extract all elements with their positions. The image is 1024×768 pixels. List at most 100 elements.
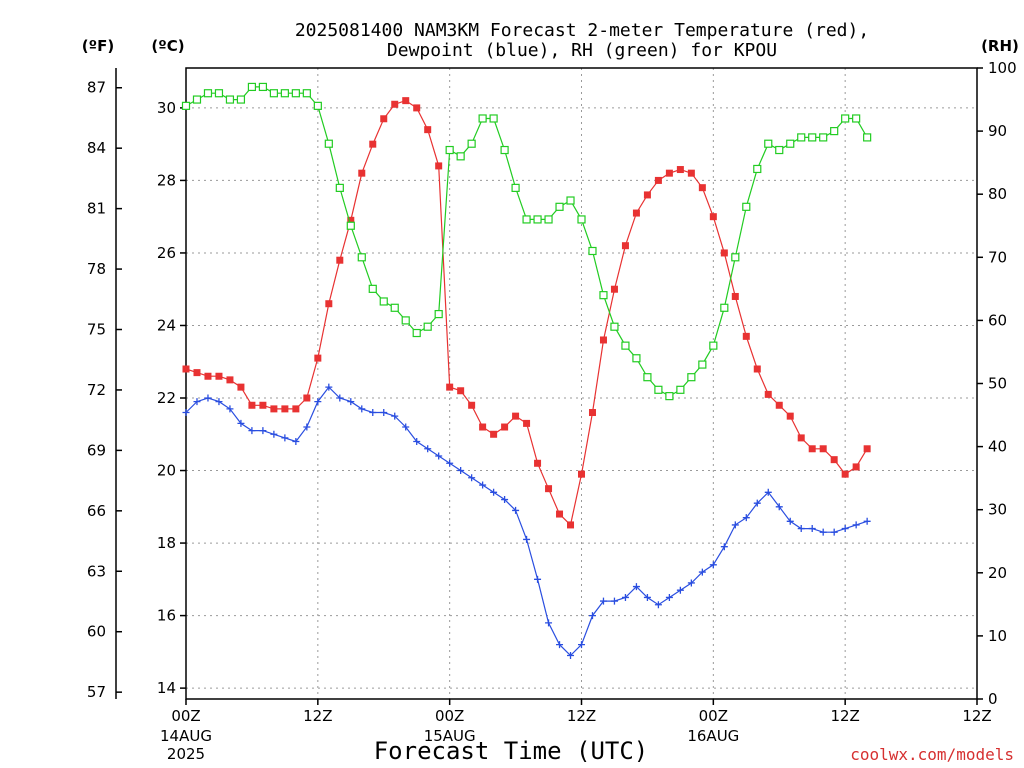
dewpoint-point [182,409,190,417]
celsius-tick-label: 16 [157,607,176,625]
rh-point [566,196,575,205]
dewpoint-point [270,430,278,438]
time-tick-label: 12Z [830,707,859,725]
rh-point [357,253,366,262]
temperature-point [775,401,783,409]
rh-point [588,246,597,256]
rh-tick-label: 10 [988,627,1007,645]
rh-point [643,373,652,382]
celsius-tick-label: 24 [157,316,176,334]
dewpoint-point [676,586,684,594]
chart-title-line-2: Dewpoint (blue), RH (green) for KPOU [387,40,777,61]
temperature-point [501,423,509,431]
temperature-point [742,332,750,340]
dewpoint-point [226,405,234,413]
dewpoint-point [347,398,355,406]
dewpoint-point [654,601,662,609]
temperature-point [314,354,322,362]
rh-tick-label: 70 [988,248,1007,266]
temperature-point [226,376,234,384]
rh-point [247,82,257,92]
temperature-point [336,256,344,264]
credit-link[interactable]: coolwx.com/models [850,745,1014,764]
fahrenheit-tick-label: 75 [87,321,106,339]
dewpoint-point [632,583,640,591]
plot-frame [185,67,978,700]
temperature-point [578,470,585,478]
grid-layer [186,68,977,699]
temperature-point [512,412,520,420]
dewpoint-point [687,579,695,587]
dewpoint-point [303,423,311,431]
fahrenheit-tick-label: 66 [87,502,106,520]
temperature-point [424,126,432,134]
rh-tick-label: 20 [988,564,1007,582]
rh-point [841,114,850,123]
dewpoint-point [841,525,849,533]
temperature-point [380,115,388,123]
temperature-point [292,405,300,413]
dewpoint-point [534,575,542,583]
dewpoint-point [545,619,553,627]
date-tick-label: 16AUG [687,727,739,745]
rh-point [423,322,432,331]
rh-point [412,328,421,338]
rh-point [489,114,498,123]
dewpoint-point [588,612,596,620]
dewpoint-point [830,528,838,536]
dewpoint-point [380,409,388,417]
temperature-point [654,176,662,184]
temperature-point [610,285,618,293]
date-tick-label: 15AUG [424,727,476,745]
temperature-point [665,169,673,177]
fahrenheit-tick-label: 63 [87,562,106,580]
dewpoint-point [501,496,509,504]
temperature-point [841,470,849,478]
dewpoint-point [259,427,267,435]
time-tick-label: 00Z [699,707,728,725]
temperature-point [523,419,531,427]
dewpoint-point [753,499,761,507]
temperature-point [621,242,629,250]
celsius-tick-label: 26 [157,244,176,262]
temperature-point [490,430,498,438]
rh-point [368,284,377,293]
dewpoint-point [852,521,860,529]
temperature-point [709,213,717,221]
rh-point [555,202,564,211]
dewpoint-point [204,394,212,402]
temperature-point [863,445,871,453]
temperature-point [676,166,684,174]
dewpoint-point [281,434,289,442]
rh-unit-label: (RH) [981,37,1019,55]
temperature-point [753,365,761,373]
dewpoint-point [468,474,476,482]
dewpoint-point [775,503,783,511]
dewpoint-point [797,525,805,533]
temperature-point [281,405,289,413]
dewpoint-point [643,593,651,601]
rh-point [786,139,795,148]
temperature-point [358,169,366,177]
time-tick-label: 00Z [171,707,200,725]
rh-point [621,341,630,350]
rh-point [753,164,762,174]
rh-point [456,152,465,161]
dewpoint-point [512,506,520,514]
rh-point [445,145,454,155]
chart-title-line-1: 2025081400 NAM3KM Forecast 2-meter Tempe… [295,20,869,41]
temperature-point [643,191,651,199]
dewpoint-point [369,409,377,417]
rh-point [500,145,509,155]
rh-point [478,114,487,123]
temperature-point [808,445,816,453]
2-meter-temperature-line [185,99,868,527]
rh-point [830,126,839,136]
celsius-tick-label: 14 [157,679,176,697]
rh-point [808,133,817,142]
temperature-point [588,409,596,417]
dewpoint-point [578,641,585,649]
rh-tick-label: 50 [988,375,1007,393]
temperature-point [698,184,706,192]
